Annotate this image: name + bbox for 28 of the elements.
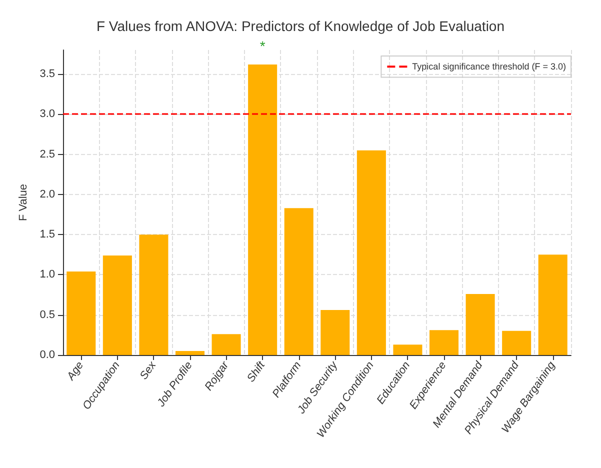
bar: [248, 64, 278, 355]
bar: [284, 208, 314, 355]
y-tick-label: 3.5: [40, 68, 55, 80]
bar: [175, 350, 205, 355]
y-tick-label: 2.0: [40, 188, 55, 200]
x-tick-label: Age: [64, 360, 86, 384]
bar: [139, 234, 168, 355]
x-tick-label: Sex: [138, 359, 159, 382]
bar: [393, 344, 422, 355]
bar: [429, 330, 459, 355]
bar: [538, 254, 568, 355]
bar: [320, 310, 350, 355]
bar: [356, 150, 386, 355]
annotation: *: [260, 38, 266, 54]
y-tick-label: 3.0: [40, 108, 55, 120]
bar: [466, 294, 495, 355]
y-tick-label: 0.0: [40, 349, 55, 361]
legend-label: Typical significance threshold (F = 3.0): [412, 62, 566, 72]
y-tick-label: 2.5: [40, 148, 55, 160]
y-axis-title: F Value: [17, 184, 30, 222]
bar: [66, 272, 96, 355]
bar: [212, 334, 241, 355]
y-tick-label: 1.5: [40, 228, 55, 241]
bar: [502, 330, 532, 355]
y-tick-label: 0.5: [40, 308, 55, 321]
bar: [102, 255, 132, 355]
chart-title: F Values from ANOVA: Predictors of Knowledge of Job Evaluation: [96, 18, 505, 34]
y-tick-label: 1.0: [40, 268, 55, 281]
